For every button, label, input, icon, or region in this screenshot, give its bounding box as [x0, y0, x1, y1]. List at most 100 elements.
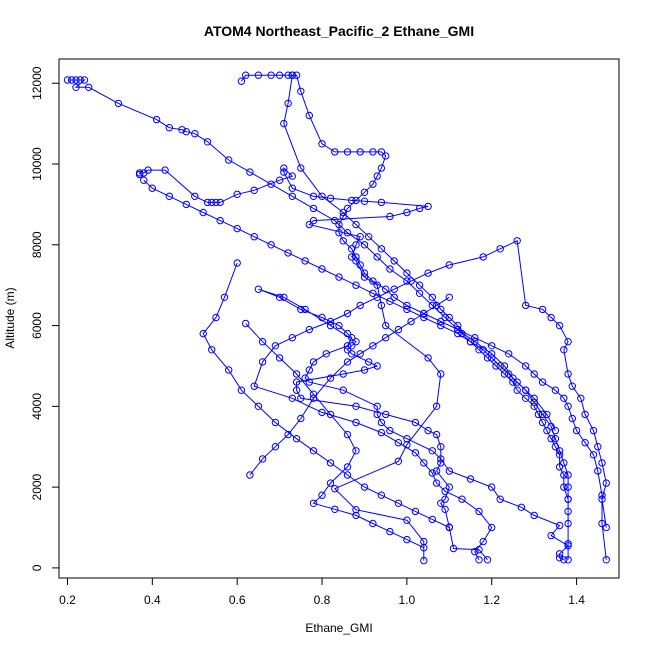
data-point — [568, 414, 576, 423]
data-point — [114, 99, 123, 108]
data-point — [522, 394, 530, 402]
data-point — [288, 192, 296, 201]
data-point — [343, 329, 352, 338]
data-point — [352, 338, 360, 346]
data-point — [445, 313, 453, 322]
data-point — [500, 362, 509, 370]
data-point — [352, 196, 360, 205]
data-point — [271, 342, 280, 350]
data-point — [343, 204, 352, 213]
y-axis-label: Altitude (m) — [3, 287, 17, 348]
data-point — [280, 293, 288, 301]
data-point — [318, 408, 326, 417]
data-point — [212, 198, 220, 207]
data-point — [420, 556, 428, 565]
data-point — [373, 402, 381, 410]
data-point — [292, 378, 301, 386]
data-point — [352, 281, 360, 289]
data-point — [233, 259, 241, 267]
data-point — [403, 269, 411, 277]
data-point — [258, 338, 267, 346]
data-point — [360, 483, 369, 491]
data-point — [602, 556, 610, 564]
data-point — [454, 329, 462, 338]
y-tick-label: 8000 — [30, 231, 44, 258]
data-point — [403, 305, 411, 314]
data-point — [424, 354, 432, 362]
data-point — [258, 455, 267, 463]
data-point — [250, 186, 258, 195]
data-point — [326, 459, 335, 467]
data-point — [326, 321, 335, 330]
data-point — [564, 471, 572, 479]
data-point — [250, 382, 258, 390]
data-point — [178, 126, 186, 134]
data-point — [199, 208, 207, 217]
series-line — [258, 288, 569, 561]
data-point — [297, 414, 305, 423]
data-point — [543, 426, 551, 435]
data-point — [284, 99, 292, 108]
data-point — [428, 293, 436, 301]
data-point — [212, 313, 220, 322]
data-point — [373, 253, 381, 261]
data-point — [386, 527, 394, 536]
data-point — [339, 237, 347, 245]
data-point — [407, 317, 415, 326]
data-point — [373, 172, 381, 180]
series-line — [202, 262, 450, 528]
data-point — [309, 192, 318, 201]
data-point — [538, 418, 547, 427]
data-point — [377, 428, 386, 437]
data-point — [284, 249, 292, 257]
data-point — [555, 463, 564, 471]
data-point — [555, 550, 564, 558]
data-point — [500, 370, 509, 378]
data-point — [382, 334, 390, 342]
data-point — [598, 459, 606, 467]
data-point — [479, 537, 487, 546]
data-point — [288, 172, 296, 180]
data-point — [72, 83, 80, 92]
data-point — [292, 370, 301, 378]
data-point — [318, 140, 326, 148]
data-point — [377, 418, 386, 427]
data-point — [335, 220, 343, 229]
data-point — [352, 511, 360, 520]
data-point — [517, 503, 526, 511]
data-point — [280, 168, 288, 176]
x-tick-label: 0.4 — [144, 593, 161, 607]
data-point — [335, 321, 343, 330]
data-point — [505, 370, 513, 378]
data-point — [335, 229, 343, 237]
data-point — [403, 277, 411, 285]
data-point — [318, 491, 326, 499]
data-point — [513, 386, 521, 394]
data-point — [560, 483, 568, 491]
data-point — [432, 467, 441, 475]
data-point — [326, 410, 335, 419]
data-point — [428, 515, 436, 524]
series — [199, 259, 453, 532]
series-line — [240, 74, 569, 560]
data-point — [394, 325, 403, 334]
data-point — [199, 329, 207, 338]
data-point — [267, 180, 275, 188]
y-axis: 0 2000 4000 6000 8000 10000 12000 — [30, 66, 60, 571]
data-point — [326, 317, 335, 326]
data-point — [309, 499, 318, 507]
data-point — [547, 313, 555, 322]
data-point — [420, 313, 428, 322]
data-point — [386, 426, 394, 435]
data-point — [208, 198, 216, 207]
data-point — [305, 220, 313, 229]
data-point — [505, 350, 513, 358]
data-point — [152, 115, 161, 124]
data-point — [513, 378, 521, 386]
data-point — [216, 198, 224, 207]
data-point — [369, 519, 377, 528]
data-point — [318, 313, 326, 322]
data-point — [403, 516, 411, 524]
x-tick-label: 1.2 — [483, 593, 500, 607]
data-point — [335, 273, 343, 281]
